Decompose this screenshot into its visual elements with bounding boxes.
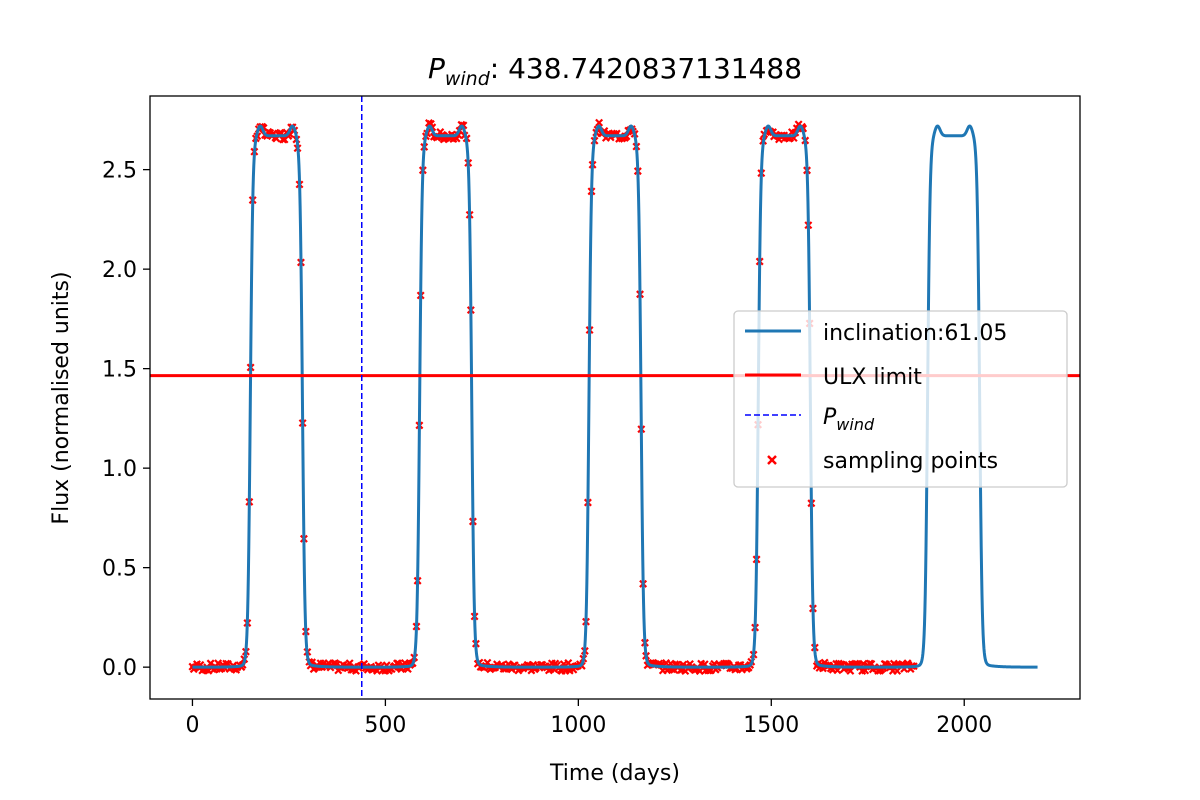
- x-axis-ticks: 0 500 1000 1500 2000: [185, 699, 992, 738]
- x-axis-label: Time (days): [549, 761, 680, 786]
- y-tick-label: 1.5: [102, 358, 137, 383]
- y-tick-label: 0.5: [102, 557, 137, 582]
- legend-sampling-swatch: [767, 455, 777, 465]
- y-tick-label: 2.0: [102, 258, 137, 283]
- legend-label-inclination: inclination:61.05: [823, 321, 1007, 346]
- x-tick-label: 1500: [743, 713, 799, 738]
- plot-area: [149, 95, 1081, 700]
- y-tick-label: 1.0: [102, 457, 137, 482]
- x-tick-label: 2000: [936, 713, 992, 738]
- legend-label-ulx: ULX limit: [823, 365, 922, 390]
- x-tick-label: 1000: [550, 713, 606, 738]
- legend-label-pwind: Pwind: [823, 405, 875, 434]
- sampling-point: [893, 666, 902, 675]
- axes-frame: [149, 95, 1081, 700]
- y-axis-ticks: 0.0 0.5 1.0 1.5 2.0 2.5: [102, 159, 150, 681]
- x-tick-label: 500: [364, 713, 406, 738]
- x-tick-label: 0: [185, 713, 199, 738]
- sampling-point: [846, 666, 855, 675]
- sampling-point: [214, 659, 223, 668]
- legend-frame: [733, 310, 1068, 488]
- y-axis-label: Flux (normalised units): [49, 271, 74, 524]
- flux-line: [192, 124, 1038, 669]
- sampling-point: [595, 118, 604, 127]
- legend-label-sampling: sampling points: [823, 449, 998, 474]
- y-tick-label: 0.0: [102, 656, 137, 681]
- legend: inclination:61.05 ULX limit Pwind sampli…: [733, 310, 1068, 488]
- y-tick-label: 2.5: [102, 159, 137, 184]
- chart-title: Pwind: 438.7420837131488: [428, 52, 802, 90]
